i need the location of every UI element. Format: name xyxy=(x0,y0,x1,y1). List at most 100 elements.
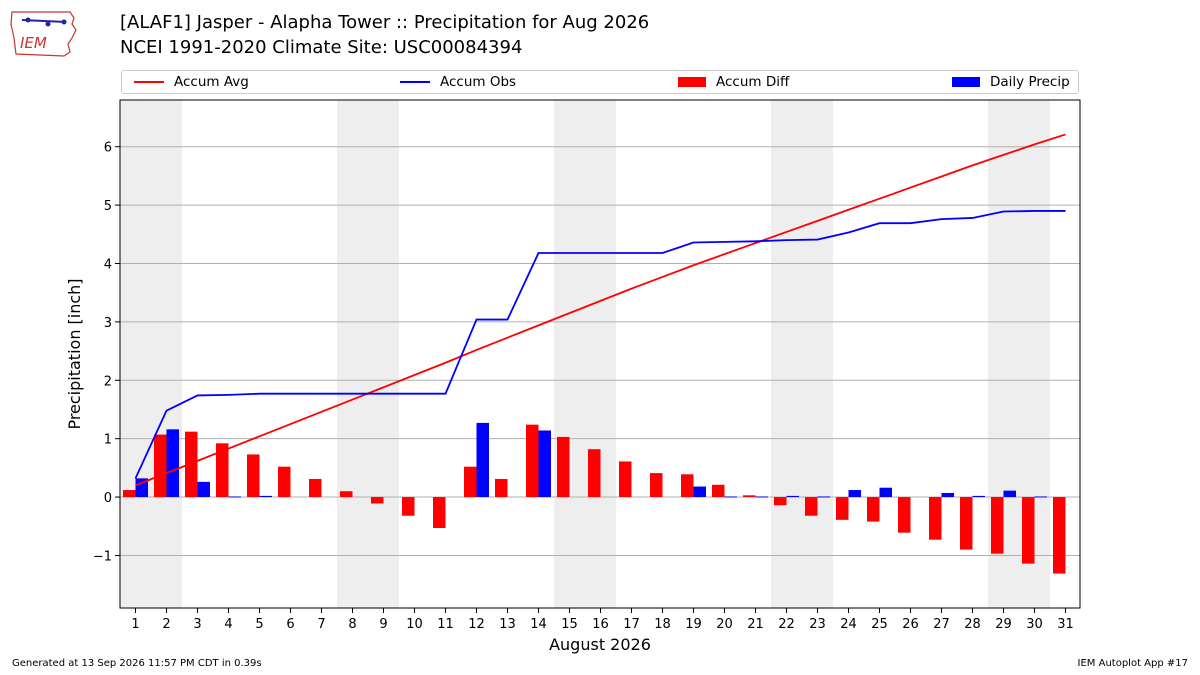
y-tick-label: 4 xyxy=(104,257,112,272)
accum-diff-swatch xyxy=(678,77,706,87)
x-tick-label: 17 xyxy=(623,617,640,632)
generated-timestamp: Generated at 13 Sep 2026 11:57 PM CDT in… xyxy=(12,658,262,669)
daily-precip-bar xyxy=(848,490,861,498)
x-tick-label: 24 xyxy=(840,617,857,632)
accum-diff-bar xyxy=(619,461,632,498)
daily-precip-bar xyxy=(786,495,799,498)
x-tick-label: 12 xyxy=(468,617,485,632)
daily-precip-bar xyxy=(879,487,892,498)
y-tick-label: 1 xyxy=(104,433,112,448)
x-axis-label: August 2026 xyxy=(549,635,651,654)
y-axis-label: Precipitation [inch] xyxy=(65,278,84,429)
accum-diff-bar xyxy=(1022,497,1035,564)
accum-diff-bar xyxy=(464,466,477,498)
accum-diff-bar xyxy=(371,497,384,504)
legend-label-daily-precip: Daily Precip xyxy=(990,74,1070,90)
x-tick-label: 21 xyxy=(747,617,764,632)
y-axis: −1 0 1 2 3 4 5 6 xyxy=(93,141,120,564)
accum-diff-bar xyxy=(433,497,446,529)
legend-label-accum-diff: Accum Diff xyxy=(716,74,790,90)
legend-label-accum-obs: Accum Obs xyxy=(440,74,517,90)
accum-diff-bar xyxy=(247,454,260,498)
x-tick-label: 2 xyxy=(162,617,170,632)
accum-obs-line xyxy=(134,210,1066,479)
daily-precip-bar xyxy=(941,492,954,498)
accum-lines xyxy=(134,133,1066,487)
daily-precip-bar xyxy=(538,430,551,498)
legend: Accum Avg Accum Obs Accum Diff Daily Pre… xyxy=(121,70,1079,94)
accum-diff-bar xyxy=(712,484,725,498)
x-tick-label: 25 xyxy=(871,617,888,632)
tower-node-icon xyxy=(25,17,31,23)
bars xyxy=(123,422,1066,574)
daily-precip-bar xyxy=(228,496,241,498)
logo-text: IEM xyxy=(20,34,47,52)
accum-diff-bar xyxy=(867,497,880,522)
y-tick-label: 0 xyxy=(104,491,112,506)
accum-diff-bar xyxy=(929,497,942,540)
x-tick-label: 7 xyxy=(317,617,325,632)
legend-item-daily-precip: Daily Precip xyxy=(952,71,1070,93)
x-tick-label: 20 xyxy=(716,617,733,632)
x-tick-label: 30 xyxy=(1026,617,1043,632)
daily-precip-bar xyxy=(1034,496,1047,498)
weekend-shade xyxy=(337,100,399,608)
daily-precip-bar xyxy=(817,496,830,498)
daily-precip-bar xyxy=(259,495,272,498)
accum-diff-bar xyxy=(898,497,911,533)
accum-obs-swatch xyxy=(400,81,430,83)
accum-diff-bar xyxy=(123,490,136,498)
daily-precip-bar xyxy=(476,422,489,498)
iowa-state-outline xyxy=(10,11,77,57)
chart-subtitle: NCEI 1991-2020 Climate Site: USC00084394 xyxy=(120,37,523,58)
accum-diff-bar xyxy=(557,436,570,498)
x-tick-label: 16 xyxy=(592,617,609,632)
x-tick-label: 26 xyxy=(902,617,919,632)
y-tick-label: 5 xyxy=(104,199,112,214)
x-tick-label: 1 xyxy=(131,617,139,632)
y-tick-label: −1 xyxy=(93,549,112,564)
daily-precip-bar xyxy=(755,496,768,498)
accum-diff-bar xyxy=(805,497,818,516)
x-tick-label: 15 xyxy=(561,617,578,632)
x-tick-label: 5 xyxy=(255,617,263,632)
x-axis: 1 2 3 4 5 6 7 8 9 10 11 12 13 14 15 16 17 18 19 20 21 22 23 24 2… xyxy=(131,608,1074,632)
accum-avg-line xyxy=(135,133,1066,487)
accum-diff-bar xyxy=(526,424,539,498)
x-tick-label: 6 xyxy=(286,617,294,632)
accum-avg-swatch xyxy=(134,81,164,83)
y-tick-label: 2 xyxy=(104,374,112,389)
daily-precip-bar xyxy=(972,495,985,498)
y-tick-label: 3 xyxy=(104,316,112,331)
accum-diff-bar xyxy=(185,431,198,498)
x-tick-label: 11 xyxy=(437,617,454,632)
daily-precip-bar xyxy=(166,429,179,498)
daily-precip-bar xyxy=(724,496,737,498)
weekend-shade xyxy=(120,100,182,608)
accum-diff-bar xyxy=(991,497,1004,554)
tower-node-icon xyxy=(45,21,51,27)
legend-item-accum-diff: Accum Diff xyxy=(678,71,789,93)
x-tick-label: 14 xyxy=(530,617,547,632)
accum-diff-bar xyxy=(309,478,322,498)
chart-title: [ALAF1] Jasper - Alapha Tower :: Precipi… xyxy=(120,12,650,33)
y-tick-label: 6 xyxy=(104,141,112,156)
iem-logo: IEM xyxy=(10,11,77,57)
daily-precip-bar xyxy=(197,481,210,498)
x-tick-label: 29 xyxy=(995,617,1012,632)
daily-precip-bar xyxy=(1003,490,1016,498)
x-tick-label: 31 xyxy=(1057,617,1074,632)
accum-diff-bar xyxy=(1053,497,1066,574)
legend-label-accum-avg: Accum Avg xyxy=(174,74,249,90)
accum-diff-bar xyxy=(960,497,973,550)
x-tick-label: 23 xyxy=(809,617,826,632)
accum-diff-bar xyxy=(743,495,756,498)
app-credit: IEM Autoplot App #17 xyxy=(1077,658,1188,669)
accum-diff-bar xyxy=(681,474,694,498)
accum-diff-bar xyxy=(650,473,663,498)
accum-diff-bar xyxy=(774,497,787,506)
daily-precip-bar xyxy=(693,486,706,498)
accum-diff-bar xyxy=(154,434,167,498)
x-tick-label: 13 xyxy=(499,617,516,632)
x-tick-label: 3 xyxy=(193,617,201,632)
